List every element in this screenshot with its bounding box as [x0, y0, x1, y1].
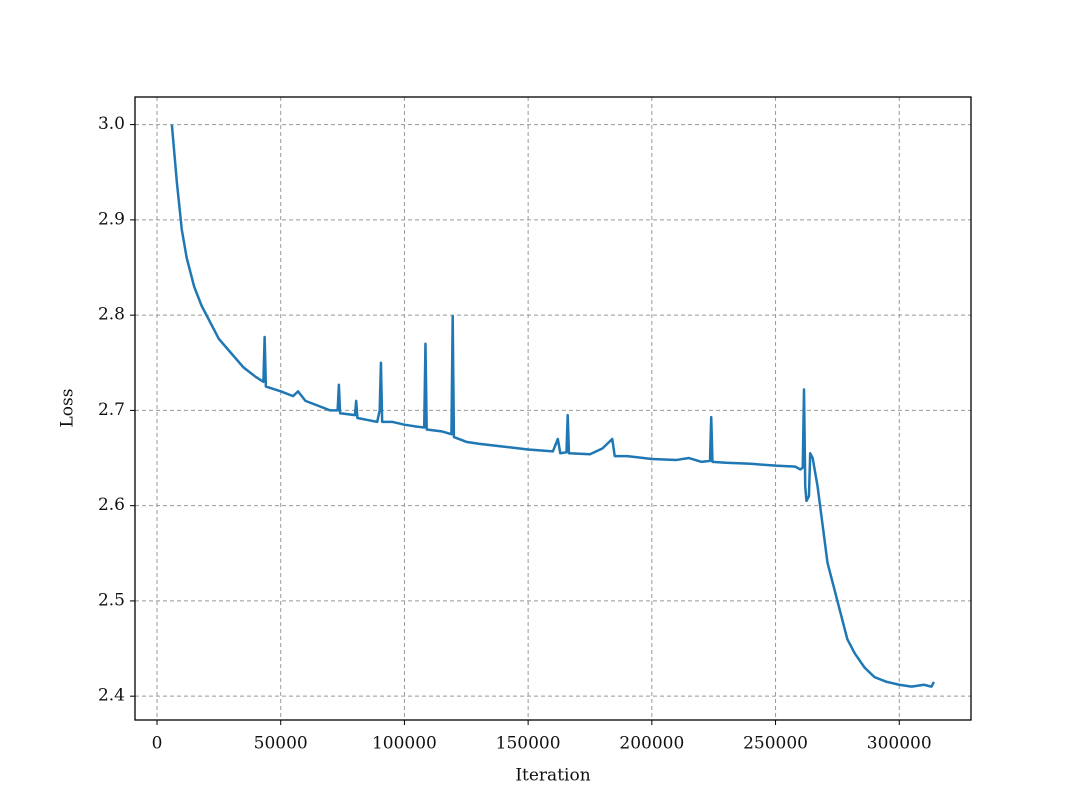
y-tick-label: 2.7: [98, 400, 125, 420]
x-axis-label: Iteration: [515, 766, 590, 786]
x-tick-label: 250000: [743, 734, 808, 754]
x-tick-label: 0: [152, 734, 163, 754]
y-tick-label: 2.9: [98, 209, 125, 229]
loss-line: [170, 124, 935, 688]
y-axis-label: Loss: [58, 389, 78, 428]
x-tick-label: 300000: [867, 734, 932, 754]
y-tick-label: 3.0: [98, 114, 125, 134]
y-tick-label: 2.8: [98, 305, 125, 325]
x-tick-label: 100000: [372, 734, 437, 754]
y-tick-label: 2.4: [98, 686, 125, 706]
plot-frame: [134, 96, 972, 721]
y-tick-label: 2.5: [98, 590, 125, 610]
x-tick-label: 150000: [496, 734, 561, 754]
x-tick-label: 200000: [619, 734, 684, 754]
y-tick-label: 2.6: [98, 495, 125, 515]
x-tick-label: 50000: [254, 734, 308, 754]
